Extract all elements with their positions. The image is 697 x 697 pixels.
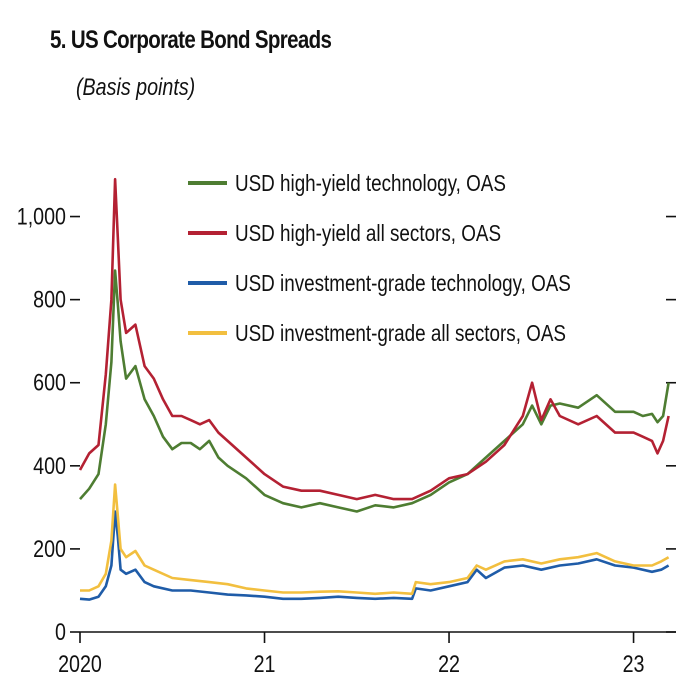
y-tick-label: 1,000 (17, 203, 66, 230)
y-tick-label: 400 (33, 452, 66, 479)
series-line-usd-investment-grade-technology-oas (79, 510, 670, 601)
legend-label: USD high-yield all sectors, OAS (235, 221, 501, 246)
y-tick-label: 0 (55, 618, 66, 645)
series-line-usd-investment-grade-all-sectors-oas (80, 483, 670, 596)
legend-label: USD investment-grade technology, OAS (235, 271, 571, 296)
y-tick-label: 800 (33, 286, 66, 313)
x-tick-label: 23 (623, 650, 645, 677)
series-line-usd-high-yield-all-sectors-oas (78, 177, 670, 501)
axes: 0 200 400 600 800 1,000 2020 21 22 23 (17, 203, 676, 677)
chart-title: 5. US Corporate Bond Spreads (50, 26, 332, 54)
legend-label: USD high-yield technology, OAS (235, 171, 506, 196)
legend-label: USD investment-grade all sectors, OAS (235, 321, 566, 346)
legend: USD high-yield technology, OAS USD high-y… (188, 171, 571, 346)
y-tick-label: 200 (33, 535, 66, 562)
chart-subtitle: (Basis points) (76, 74, 196, 101)
x-tick-label: 21 (254, 650, 276, 677)
series-line-usd-high-yield-technology-oas (79, 269, 670, 513)
y-tick-label: 600 (33, 369, 66, 396)
x-tick-label: 2020 (58, 650, 102, 677)
x-tick-label: 22 (438, 650, 460, 677)
series-group (78, 177, 670, 601)
